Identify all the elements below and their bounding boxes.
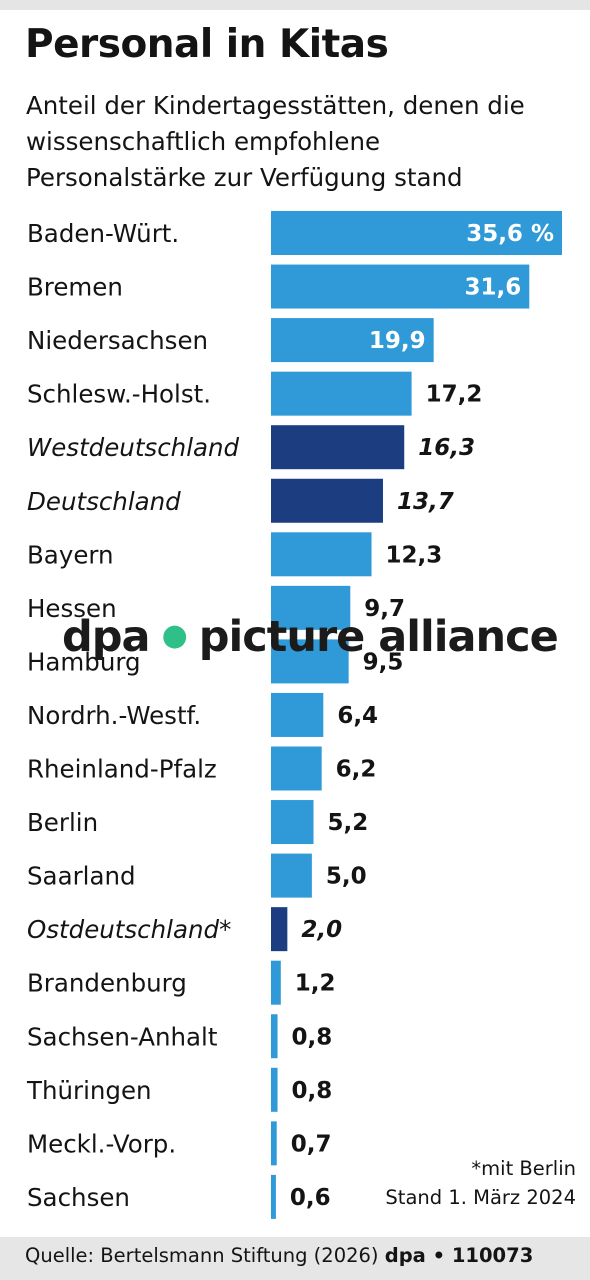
category-label: Brandenburg (27, 969, 187, 998)
bar-6 (271, 532, 372, 577)
category-label: Niedersachsen (27, 326, 208, 355)
category-label: Nordrh.-Westf. (27, 701, 201, 730)
value-label: 0,7 (291, 1131, 332, 1157)
value-label: 2,0 (301, 917, 342, 943)
category-label: Hessen (27, 594, 117, 623)
date-note: Stand 1. März 2024 (385, 1186, 576, 1209)
subtitle-line: Anteil der Kindertagesstätten, denen die (26, 91, 525, 120)
bar-3 (271, 371, 412, 416)
footer: Quelle: Bertelsmann Stiftung (2026) dpa … (0, 1237, 590, 1280)
bar-15 (271, 1014, 278, 1059)
bar-chart: Baden-Würt. 35,6 % Bremen 31,6 Niedersachsen… (26, 211, 562, 1219)
value-label: 13,7 (397, 489, 454, 515)
category-label: Berlin (27, 808, 98, 837)
bar-12 (271, 853, 312, 898)
category-label: Sachsen-Anhalt (27, 1022, 218, 1051)
value-label: 9,5 (363, 649, 404, 675)
bar-17 (271, 1121, 277, 1166)
category-label: Saarland (27, 862, 136, 891)
top-bar (0, 0, 590, 10)
bar-10 (271, 746, 322, 791)
category-label: Westdeutschland (27, 433, 240, 462)
bar-13 (271, 907, 288, 952)
chart-notes: *mit Berlin Stand 1. März 2024 (385, 1154, 576, 1212)
source-text: Quelle: Bertelsmann Stiftung (2026) (25, 1244, 379, 1267)
category-label: Hamburg (27, 647, 141, 676)
category-label: Thüringen (26, 1076, 152, 1105)
category-label: Sachsen (27, 1183, 130, 1212)
bar-18 (271, 1174, 276, 1219)
watermark-brand: dpa (62, 612, 151, 662)
value-label: 17,2 (426, 382, 483, 408)
bar-0 (271, 211, 562, 255)
value-label: 9,7 (364, 596, 405, 622)
value-label: 0,8 (292, 1078, 333, 1104)
bar-14 (271, 960, 281, 1005)
bar-11 (271, 800, 314, 845)
category-label: Baden-Würt. (27, 219, 179, 248)
bar-8 (271, 639, 349, 684)
category-label: Ostdeutschland* (27, 915, 231, 944)
bar-2 (271, 318, 434, 363)
footnote: *mit Berlin (471, 1157, 576, 1180)
category-label: Bayern (27, 540, 114, 569)
value-label: 12,3 (386, 542, 443, 568)
value-label: 6,2 (336, 757, 377, 783)
subtitle-line: Personalstärke zur Verfügung stand (26, 163, 463, 192)
bar-5 (271, 478, 383, 523)
value-label: 16,3 (418, 435, 475, 461)
chart-title: Personal in Kitas (25, 22, 389, 67)
value-label: 6,4 (337, 703, 378, 729)
value-label: 19,9 (369, 328, 426, 354)
value-label: 0,8 (292, 1024, 333, 1050)
bar-7 (271, 585, 351, 630)
category-label: Deutschland (27, 487, 181, 516)
source-line: Quelle: Bertelsmann Stiftung (2026) dpa … (25, 1244, 533, 1267)
value-label: 0,6 (290, 1185, 331, 1211)
watermark-brand-name: picture alliance (198, 612, 559, 662)
bar-9 (271, 692, 324, 737)
category-label: Meckl.-Vorp. (27, 1129, 176, 1158)
category-label: Bremen (27, 273, 123, 302)
chart-subtitle: Anteil der Kindertagesstätten, denen die… (26, 88, 525, 196)
subtitle-line: wissenschaftlich empfohlene (26, 127, 381, 156)
value-label: 1,2 (295, 971, 336, 997)
bar-16 (271, 1067, 278, 1112)
bar-1 (271, 264, 530, 309)
agency-id: dpa • 110073 (384, 1244, 534, 1267)
category-label: Rheinland-Pfalz (27, 755, 217, 784)
bar-4 (271, 425, 405, 470)
watermark-dot-icon: ● (161, 618, 188, 653)
value-label: 5,2 (328, 810, 369, 836)
value-label: 31,6 (465, 275, 522, 301)
value-label: 5,0 (326, 864, 367, 890)
value-label: 35,6 % (466, 221, 554, 247)
category-label: Schlesw.-Holst. (27, 380, 211, 409)
watermark: dpa ● picture alliance (62, 612, 559, 662)
